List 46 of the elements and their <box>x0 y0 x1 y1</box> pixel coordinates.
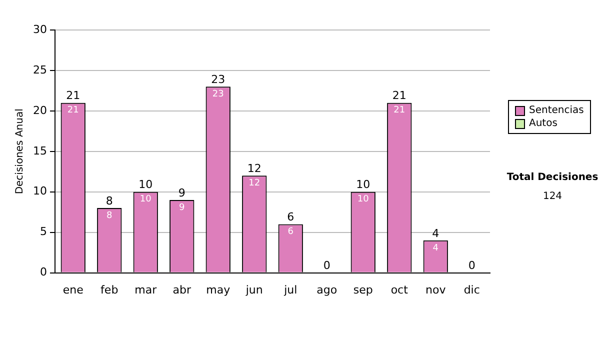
x-tick-label: jul <box>283 283 298 296</box>
x-tick-label: feb <box>100 283 118 296</box>
text: 124 <box>542 191 564 202</box>
total-label: 23 <box>211 73 226 86</box>
total-label: 21 <box>392 89 406 102</box>
total-label: 10 <box>138 178 153 192</box>
total-label: 0 <box>323 259 330 272</box>
x-tick-label: ene <box>62 283 84 296</box>
total-label: 6 <box>287 210 294 224</box>
total-label: 9 <box>178 186 186 200</box>
data-label: 4 <box>432 243 439 254</box>
data-label: 6 <box>288 227 294 238</box>
y-tick-label: 25 <box>32 63 47 76</box>
data-label: 21 <box>67 106 79 116</box>
y-tick-label: 0 <box>40 266 47 279</box>
y-tick-label: 5 <box>40 225 47 238</box>
y-axis-title: Decisiones Anual <box>14 108 26 194</box>
total-label: 8 <box>106 194 113 208</box>
data-label: 21 <box>394 106 406 116</box>
x-tick-label: abr <box>172 283 192 296</box>
legend-label: Sentencias <box>529 104 584 117</box>
text: Total Decisiones <box>506 172 600 183</box>
legend-label: Autos <box>529 117 558 130</box>
total-label: 4 <box>432 226 440 240</box>
total-label: 21 <box>66 89 80 102</box>
x-tick-label: mar <box>134 283 158 296</box>
data-label: 12 <box>248 178 260 189</box>
total-label: 0 <box>468 259 476 272</box>
x-tick-label: may <box>206 283 231 296</box>
data-label: 10 <box>357 194 370 205</box>
data-label: 10 <box>140 194 152 205</box>
y-tick-label: 15 <box>32 144 47 158</box>
x-tick-label: dic <box>464 283 480 296</box>
x-tick-label: sep <box>353 283 373 296</box>
data-label: 8 <box>106 210 113 221</box>
x-tick-label: jun <box>244 283 263 296</box>
y-tick-label: 20 <box>32 104 47 117</box>
x-tick-label: nov <box>426 283 446 296</box>
x-tick-label: oct <box>390 283 409 296</box>
x-tick-label: ago <box>316 283 338 296</box>
y-tick-label: 10 <box>32 184 47 198</box>
data-label: 9 <box>179 202 186 213</box>
data-label: 23 <box>212 89 224 100</box>
total-label: 10 <box>356 178 370 192</box>
y-tick-label: 30 <box>32 22 47 36</box>
total-label: 12 <box>247 162 262 176</box>
